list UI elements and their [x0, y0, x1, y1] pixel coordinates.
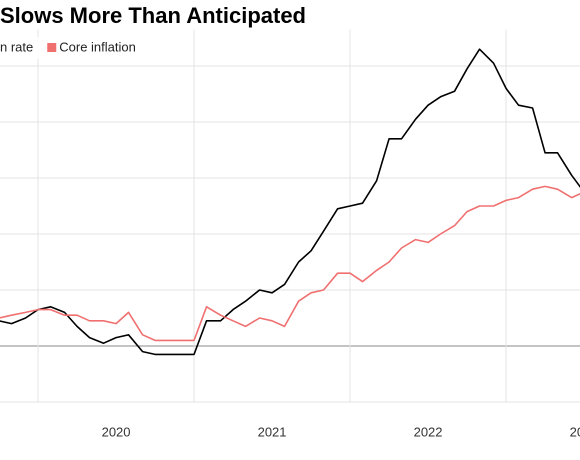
legend-swatch	[47, 43, 57, 52]
line-series	[0, 185, 580, 342]
x-tick-label: 2023	[570, 424, 580, 439]
x-tick-label: 2021	[258, 424, 287, 439]
legend-background	[0, 37, 140, 59]
x-tick-label: 2022	[414, 424, 443, 439]
legend: n rate Core inflation	[0, 37, 140, 59]
x-tick-label: 2020	[102, 424, 131, 439]
chart-title: Slows More Than Anticipated	[0, 3, 306, 28]
plot-area	[0, 29, 580, 403]
line-series	[0, 48, 580, 356]
legend-label: Core inflation	[59, 39, 136, 54]
legend-label: n rate	[0, 39, 33, 54]
